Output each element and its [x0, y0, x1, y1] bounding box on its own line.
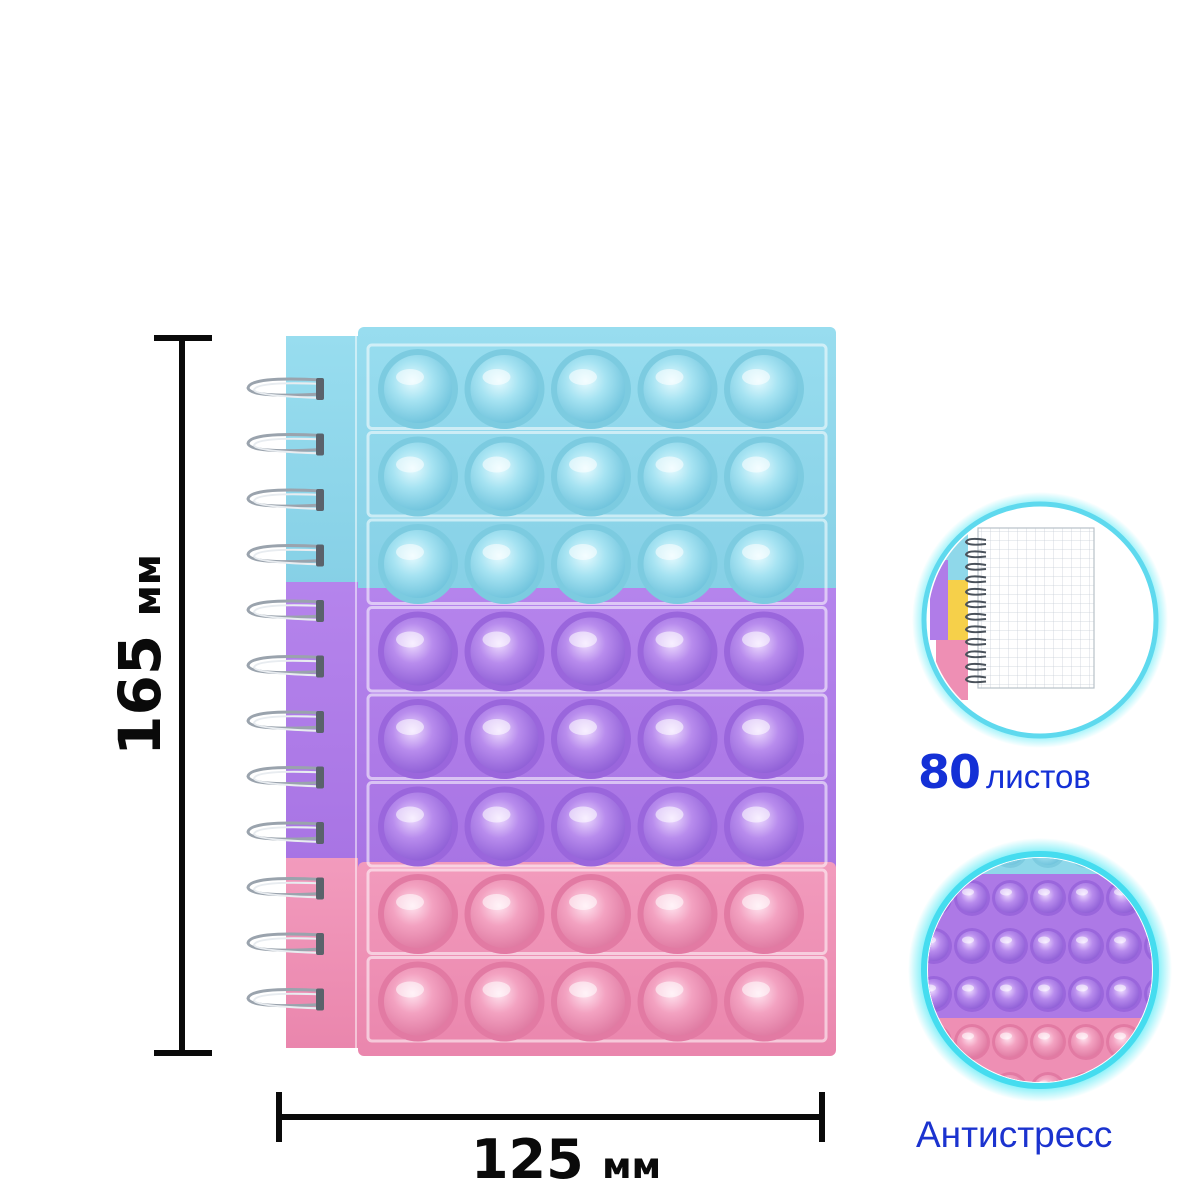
pop-bubble[interactable] — [464, 874, 545, 954]
grid-paper-icon — [912, 492, 1168, 748]
pop-bubble[interactable] — [378, 874, 458, 954]
width-unit: мм — [602, 1146, 661, 1187]
bubbles-closeup-icon — [908, 838, 1172, 1102]
pop-bubble[interactable] — [637, 524, 718, 604]
spiral-ring — [246, 433, 324, 456]
pop-bubble[interactable] — [378, 436, 458, 517]
pop-bubble[interactable] — [724, 699, 804, 779]
pages-count-number: 80 — [918, 745, 981, 799]
spine-strip-purple — [286, 582, 364, 864]
spiral-ring — [246, 988, 324, 1011]
pop-bubble[interactable] — [378, 786, 458, 867]
pop-bubble[interactable] — [551, 524, 631, 604]
pop-bubble[interactable] — [551, 874, 631, 954]
pop-bubble[interactable] — [551, 349, 631, 429]
pop-bubble[interactable] — [378, 524, 458, 604]
spiral-ring — [246, 932, 324, 955]
pop-bubble[interactable] — [637, 349, 718, 429]
width-dimension: 125 мм — [276, 1092, 825, 1191]
pop-bubble[interactable] — [637, 961, 718, 1042]
width-value: 125 — [471, 1128, 584, 1191]
svg-text:165 мм: 165 мм — [106, 554, 174, 756]
pop-bubble[interactable] — [551, 699, 631, 779]
svg-text:125 мм: 125 мм — [471, 1128, 661, 1191]
spiral-ring — [246, 821, 324, 844]
pop-bubble[interactable] — [724, 961, 804, 1042]
pop-bubble[interactable] — [378, 699, 458, 779]
height-dimension: 165 мм — [106, 335, 212, 1056]
pages-count-label: 80 листов — [918, 745, 1091, 799]
spiral-ring — [246, 488, 324, 511]
pop-bubble[interactable] — [378, 961, 458, 1042]
pop-bubble[interactable] — [724, 436, 804, 517]
spine-strip-pink — [286, 858, 364, 1048]
pop-bubble[interactable] — [464, 436, 545, 517]
pop-bubble[interactable] — [551, 436, 631, 517]
pop-bubble[interactable] — [551, 961, 631, 1042]
bubble-grid — [366, 343, 828, 1043]
pop-bubble[interactable] — [724, 524, 804, 604]
pop-bubble[interactable] — [464, 786, 545, 867]
height-value: 165 — [106, 635, 174, 756]
pop-bubble[interactable] — [724, 611, 804, 692]
pop-bubble[interactable] — [464, 349, 545, 429]
pop-bubble[interactable] — [637, 436, 718, 517]
spiral-ring — [246, 877, 324, 900]
pop-bubble[interactable] — [551, 786, 631, 867]
pop-bubble[interactable] — [637, 786, 718, 867]
spiral-ring — [246, 377, 324, 400]
notebook — [246, 327, 836, 1056]
pop-bubble[interactable] — [464, 699, 545, 779]
pop-bubble[interactable] — [637, 874, 718, 954]
pop-bubble[interactable] — [724, 349, 804, 429]
spiral-binding — [246, 377, 324, 1011]
spiral-ring — [246, 655, 324, 678]
pop-bubble[interactable] — [378, 349, 458, 429]
pop-bubble[interactable] — [551, 611, 631, 692]
pop-bubble[interactable] — [724, 786, 804, 867]
pop-bubble[interactable] — [637, 699, 718, 779]
spiral-ring — [246, 544, 324, 567]
spiral-ring — [246, 599, 324, 622]
pop-bubble[interactable] — [637, 611, 718, 692]
pop-bubble[interactable] — [464, 524, 545, 604]
spiral-ring — [246, 766, 324, 789]
antistress-label: Антистресс — [916, 1114, 1113, 1155]
pop-bubble[interactable] — [724, 874, 804, 954]
pop-bubble[interactable] — [464, 961, 545, 1042]
spiral-ring — [246, 710, 324, 733]
pages-count-word: листов — [986, 758, 1091, 795]
pop-bubble[interactable] — [464, 611, 545, 692]
pop-bubble[interactable] — [378, 611, 458, 692]
height-unit: мм — [125, 554, 169, 616]
